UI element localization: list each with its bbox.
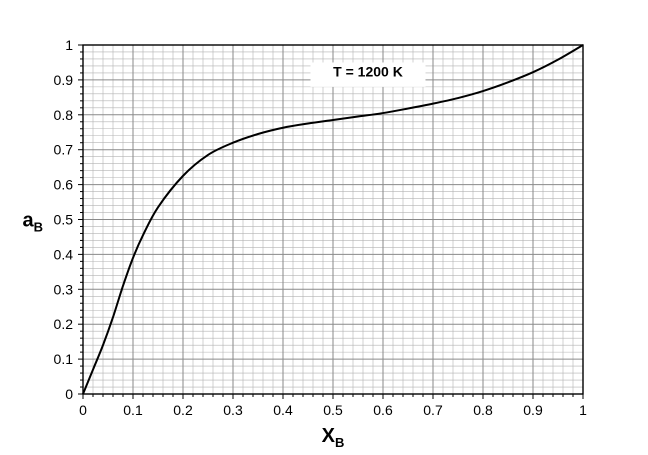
y-axis-label-sub: B <box>34 220 43 235</box>
x-tick-label: 0.4 <box>273 402 293 418</box>
y-tick-label: 0.5 <box>54 212 74 228</box>
y-axis-label: aB <box>22 210 43 235</box>
axis-ticks <box>78 44 584 399</box>
y-tick-label: 0.9 <box>54 72 74 88</box>
x-tick-label: 0.7 <box>423 402 443 418</box>
y-tick-label: 0.4 <box>54 246 74 262</box>
x-tick-label: 0.3 <box>223 402 243 418</box>
x-tick-label: 0.8 <box>473 402 493 418</box>
x-tick-label: 0.2 <box>173 402 193 418</box>
annotation-text: T = 1200 K <box>333 63 403 79</box>
y-tick-label: 0.2 <box>54 316 74 332</box>
y-tick-label: 0.1 <box>54 351 74 367</box>
series-line <box>82 44 584 395</box>
y-tick-label: 0.3 <box>54 281 74 297</box>
y-tick-label: 0.7 <box>54 142 74 158</box>
y-tick-label: 0.6 <box>54 177 74 193</box>
x-tick-label: 1 <box>579 402 587 418</box>
y-axis-label-main: a <box>22 210 34 232</box>
x-axis-label-sub: B <box>335 435 344 450</box>
annotation-box <box>310 62 426 87</box>
x-axis-label-main: X <box>322 425 336 447</box>
x-tick-label: 0.6 <box>373 402 393 418</box>
y-tick-label: 1 <box>65 37 73 53</box>
major-gridlines <box>83 45 583 394</box>
x-axis-label: XB <box>322 425 345 450</box>
x-tick-label: 0 <box>79 402 87 418</box>
x-tick-label: 0.9 <box>523 402 543 418</box>
y-tick-label: 0 <box>65 386 73 402</box>
x-tick-label: 0.5 <box>323 402 343 418</box>
x-tick-labels: 0 0.1 0.2 0.3 0.4 0.5 0.6 0.7 0.8 0.9 1 <box>79 402 587 418</box>
x-tick-label: 0.1 <box>123 402 143 418</box>
y-tick-label: 0.8 <box>54 107 74 123</box>
y-tick-labels: 0 0.1 0.2 0.3 0.4 0.5 0.6 0.7 0.8 0.9 1 <box>54 37 74 402</box>
